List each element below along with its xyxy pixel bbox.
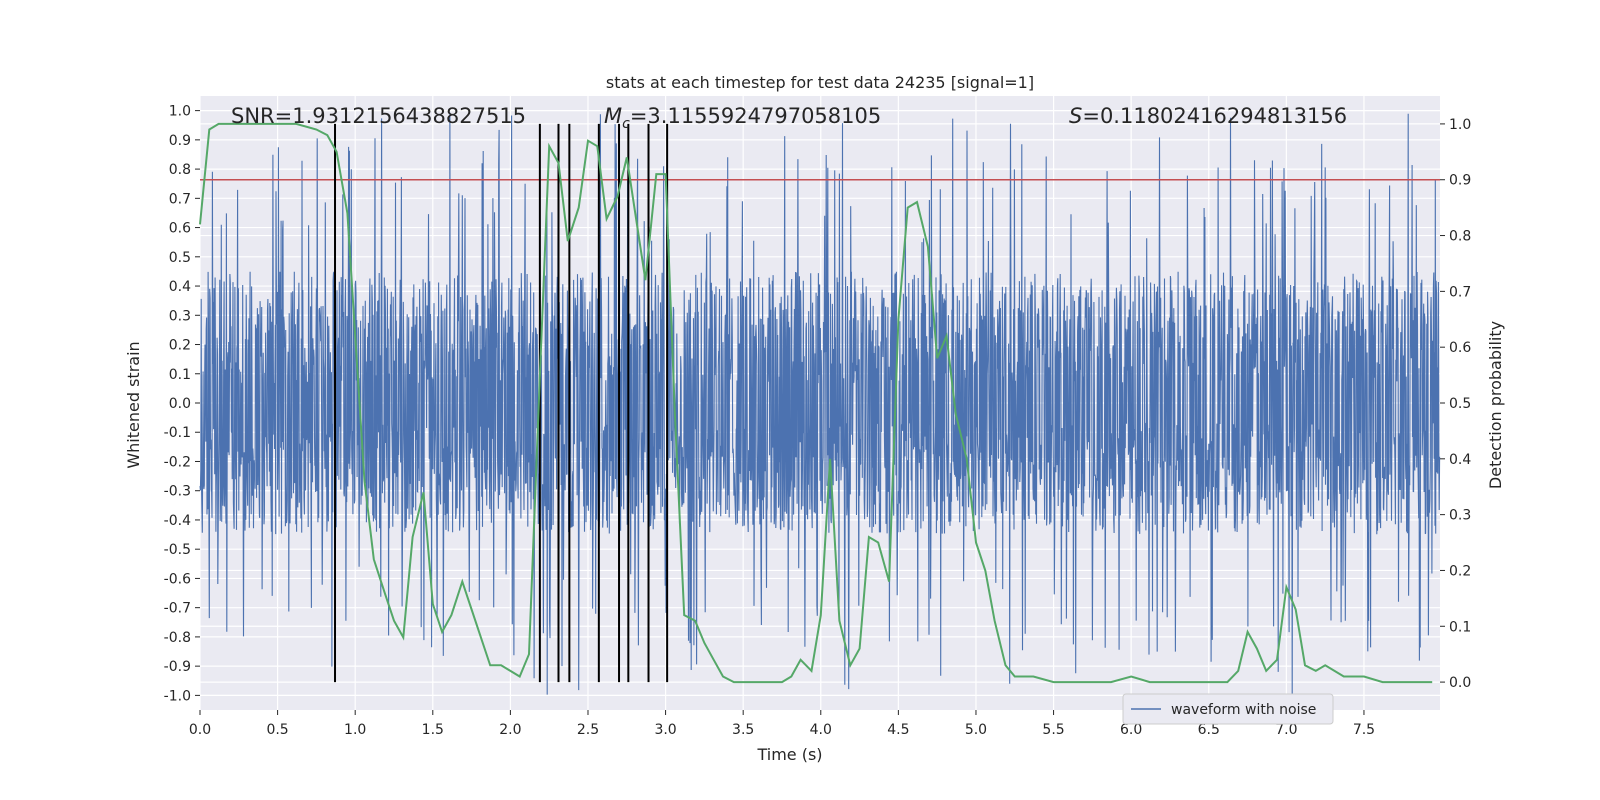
y2-axis-label: Detection probability	[1486, 321, 1505, 489]
y-tick-label: 0.9	[169, 133, 191, 149]
s-symbol: S	[1069, 104, 1082, 128]
legend-box	[1122, 693, 1334, 725]
y-tick-label: -0.7	[164, 601, 191, 617]
y-tick-label: 1.0	[169, 104, 191, 120]
legend: waveform with noise	[1122, 693, 1334, 725]
y-tick-label: 0.8	[169, 162, 191, 178]
x-tick-label: 6.0	[1120, 722, 1142, 738]
x-tick-label: 1.5	[422, 722, 444, 738]
y-tick-label: -0.2	[164, 454, 191, 470]
x-tick-label: 7.5	[1353, 722, 1375, 738]
y-tick-label: -0.9	[164, 659, 191, 675]
y-tick-label: 0.7	[169, 191, 191, 207]
x-tick-label: 3.0	[654, 722, 676, 738]
legend-label-waveform: waveform with noise	[1171, 702, 1316, 718]
y-tick-label: -0.5	[164, 542, 191, 558]
y2-tick-label: 1.0	[1449, 117, 1471, 133]
y2-tick-label: 0.4	[1449, 452, 1471, 468]
chirp-mass-symbol: M	[604, 104, 622, 128]
x-tick-label: 7.0	[1275, 722, 1297, 738]
x-axis-label: Time (s)	[756, 745, 822, 764]
s-annotation: S=0.11802416294813156	[1069, 104, 1347, 128]
y-tick-label: -1.0	[164, 688, 191, 704]
y2-tick-label: 0.1	[1449, 619, 1471, 635]
y-tick-label: 0.2	[169, 338, 191, 354]
y2-tick-label: 0.6	[1449, 340, 1471, 356]
waveform-series	[199, 112, 1441, 696]
s-value: =0.11802416294813156	[1082, 104, 1347, 128]
y-tick-label: 0.1	[169, 367, 191, 383]
chart-title: stats at each timestep for test data 242…	[606, 73, 1034, 92]
x-tick-label: 0.5	[266, 722, 288, 738]
y-axis-label: Whitened strain	[124, 341, 143, 468]
x-tick-label: 3.5	[732, 722, 754, 738]
y2-tick-label: 0.5	[1449, 396, 1471, 412]
y2-tick-label: 0.9	[1449, 173, 1471, 189]
chirp-mass-annotation: Mc=3.1155924797058105	[604, 104, 881, 132]
x-tick-label: 4.5	[887, 722, 909, 738]
y2-tick-label: 0.8	[1449, 229, 1471, 245]
x-tick-label: 2.5	[577, 722, 599, 738]
chirp-mass-value: =3.1155924797058105	[630, 104, 881, 128]
x-tick-label: 5.0	[965, 722, 987, 738]
probability-line	[199, 122, 1433, 684]
y-tick-label: 0.5	[169, 250, 191, 266]
probability-series	[199, 122, 1433, 684]
x-tick-label: 1.0	[344, 722, 366, 738]
y-tick-label: -0.8	[164, 630, 191, 646]
y-tick-label: -0.1	[164, 425, 191, 441]
y2-tick-label: 0.0	[1449, 675, 1471, 691]
y-tick-label: -0.6	[164, 571, 191, 587]
axes: 0.0 0.5 1.0 1.5 2.0 2.5 3.0 3.5 4.0 4.5 5.0 5.5 6.0 6…	[164, 104, 1472, 738]
y2-tick-label: 0.7	[1449, 284, 1471, 300]
y-tick-label: 0.4	[169, 279, 191, 295]
waveform-line	[199, 112, 1441, 696]
snr-annotation: SNR=1.9312156438827515	[231, 104, 526, 128]
y-tick-label: 0.0	[169, 396, 191, 412]
y-tick-label: -0.4	[164, 513, 191, 529]
y2-tick-label: 0.2	[1449, 563, 1471, 579]
y2-tick-label: 0.3	[1449, 508, 1471, 524]
x-tick-label: 6.5	[1198, 722, 1220, 738]
y-tick-label: 0.6	[169, 221, 191, 237]
chirp-mass-subscript: c	[622, 116, 630, 132]
x-tick-label: 0.0	[189, 722, 211, 738]
x-tick-label: 5.5	[1042, 722, 1064, 738]
y-tick-label: 0.3	[169, 308, 191, 324]
x-tick-label: 2.0	[499, 722, 521, 738]
y-tick-label: -0.3	[164, 484, 191, 500]
x-tick-label: 4.0	[810, 722, 832, 738]
